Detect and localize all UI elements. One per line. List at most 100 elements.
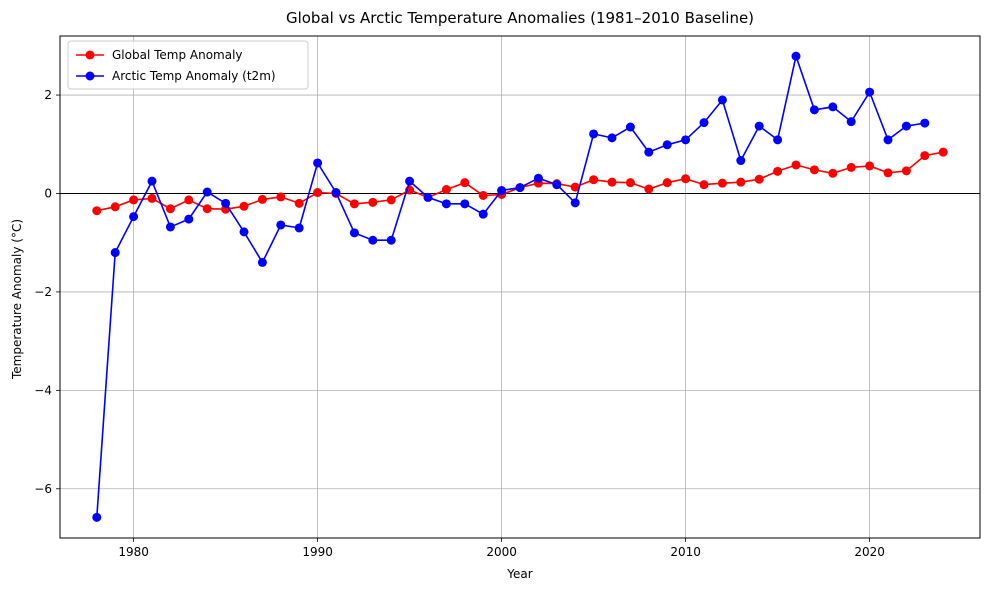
data-point [736, 156, 746, 166]
series-arctic [92, 51, 930, 522]
axis-ticks: 1980 1990 2000 2010 2020 −6 −4 −2 0 2 [34, 88, 885, 559]
data-point [92, 512, 102, 522]
data-point [699, 180, 709, 190]
data-point [423, 192, 433, 202]
data-point [589, 129, 599, 139]
data-point [460, 178, 470, 188]
data-point [846, 162, 856, 172]
data-point [497, 186, 507, 196]
x-tick-label: 2020 [854, 545, 885, 559]
y-axis-label: Temperature Anomaly (°C) [10, 219, 24, 380]
data-point [920, 118, 930, 128]
data-point [570, 182, 580, 192]
data-point [294, 198, 304, 208]
data-point [257, 257, 267, 267]
data-point [791, 160, 801, 170]
data-point [441, 199, 451, 209]
data-point [828, 168, 838, 178]
data-point [184, 195, 194, 205]
data-point [92, 206, 102, 216]
data-point [938, 147, 948, 157]
data-point [625, 122, 635, 132]
data-point [533, 173, 543, 183]
y-tick-label: 0 [44, 186, 52, 200]
y-tick-label: −4 [34, 383, 52, 397]
data-point [202, 187, 212, 197]
data-point [809, 105, 819, 115]
data-point [901, 166, 911, 176]
data-point [349, 199, 359, 209]
data-point [110, 248, 120, 258]
data-point [460, 199, 470, 209]
data-point [773, 135, 783, 145]
data-point [257, 194, 267, 204]
data-point [276, 220, 286, 230]
data-point [441, 185, 451, 195]
data-point [147, 176, 157, 186]
data-point [754, 121, 764, 131]
legend-label: Global Temp Anomaly [112, 48, 243, 62]
data-point [478, 190, 488, 200]
x-tick-label: 2010 [670, 545, 701, 559]
series-layer [92, 51, 948, 522]
data-point [165, 222, 175, 232]
data-point [662, 178, 672, 188]
data-point [681, 174, 691, 184]
data-point [294, 223, 304, 233]
legend-label: Arctic Temp Anomaly (t2m) [112, 69, 276, 83]
plot-frame [59, 35, 981, 539]
data-point [920, 151, 930, 161]
legend: Global Temp Anomaly Arctic Temp Anomaly (… [67, 40, 309, 90]
data-point [386, 235, 396, 245]
data-point [184, 214, 194, 224]
data-point [276, 192, 286, 202]
data-point [901, 121, 911, 131]
chart-title: Global vs Arctic Temperature Anomalies (… [286, 9, 754, 27]
data-point [754, 174, 764, 184]
y-tick-label: 2 [44, 88, 52, 102]
data-point [239, 201, 249, 211]
data-point [717, 95, 727, 105]
data-point [239, 227, 249, 237]
data-point [699, 118, 709, 128]
y-tick-label: −2 [34, 285, 52, 299]
data-point [110, 202, 120, 212]
data-point [607, 177, 617, 187]
data-point [791, 51, 801, 61]
data-point [368, 235, 378, 245]
data-point [129, 212, 139, 222]
data-point [681, 135, 691, 145]
data-point [644, 147, 654, 157]
data-point [129, 195, 139, 205]
data-point [552, 180, 562, 190]
data-point [607, 133, 617, 143]
data-point [809, 165, 819, 175]
y-tick-label: −6 [34, 482, 52, 496]
x-tick-label: 2000 [486, 545, 517, 559]
legend-box [67, 40, 309, 90]
data-point [515, 183, 525, 193]
data-point [221, 198, 231, 208]
data-point [717, 178, 727, 188]
data-point [773, 166, 783, 176]
data-point [349, 228, 359, 238]
series-line [96, 53, 925, 518]
data-point [331, 188, 341, 198]
data-point [202, 204, 212, 214]
data-point [662, 140, 672, 150]
data-point [165, 204, 175, 214]
x-axis-label: Year [506, 567, 532, 581]
data-point [405, 176, 415, 186]
data-point [846, 117, 856, 127]
data-point [644, 184, 654, 194]
data-point [865, 161, 875, 171]
data-point [865, 87, 875, 97]
data-point [313, 158, 323, 168]
data-point [313, 188, 323, 198]
legend-marker [85, 50, 95, 60]
data-point [828, 102, 838, 112]
legend-marker [85, 71, 95, 81]
x-tick-label: 1980 [118, 545, 149, 559]
